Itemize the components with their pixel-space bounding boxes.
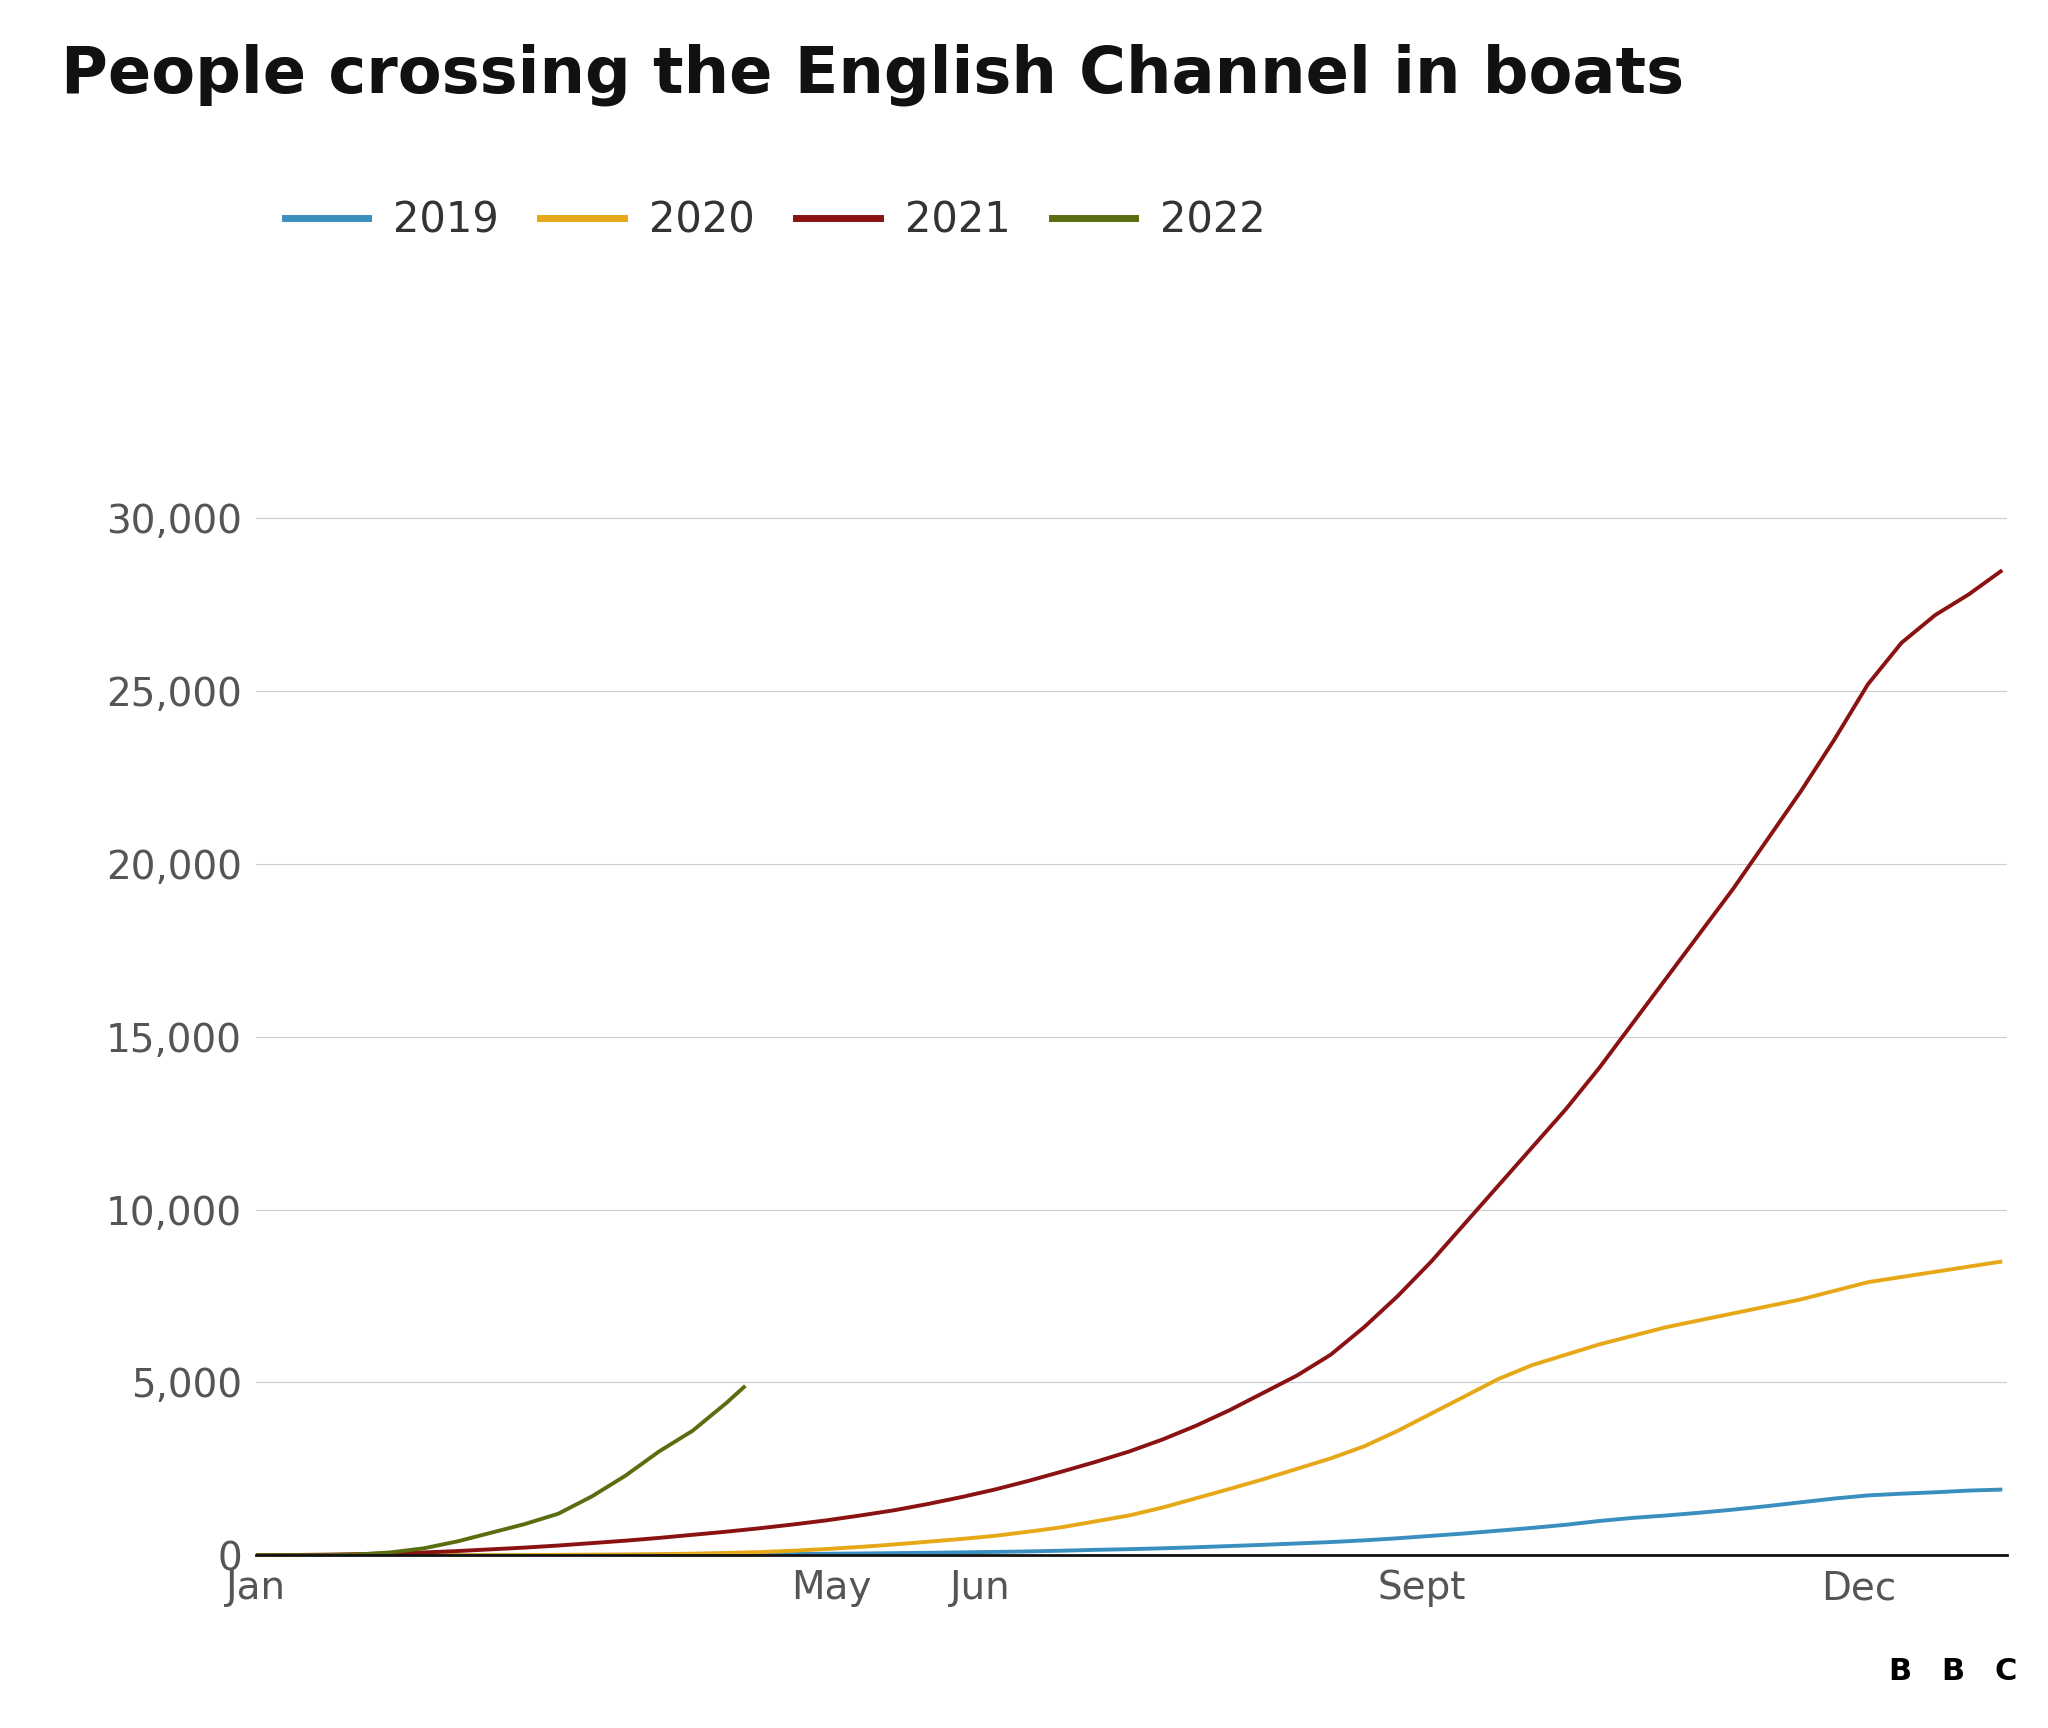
Bar	[1929, 1628, 1976, 1718]
Text: C: C	[1995, 1657, 2017, 1687]
Bar	[1876, 1628, 1923, 1718]
Legend: 2019, 2020, 2021, 2022: 2019, 2020, 2021, 2022	[268, 183, 1282, 259]
Text: B: B	[1888, 1657, 1911, 1687]
Text: Source: BBC research/Home Office, latest data to 12 Apr: Source: BBC research/Home Office, latest…	[31, 1657, 1051, 1687]
Text: People crossing the English Channel in boats: People crossing the English Channel in b…	[61, 43, 1686, 105]
Text: B: B	[1942, 1657, 1964, 1687]
Bar	[1982, 1628, 2030, 1718]
